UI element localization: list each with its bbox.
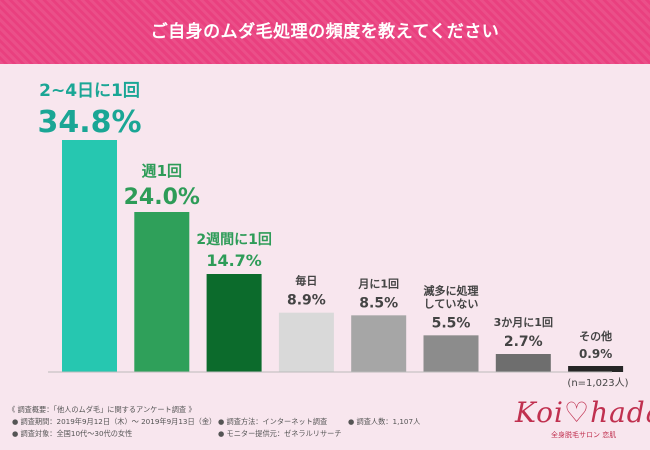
value-label-6: 2.7% — [504, 334, 543, 350]
value-label-4: 8.5% — [359, 295, 398, 311]
category-label-6: 3か月に1回 — [494, 315, 553, 329]
survey-period: ● 調査期間：2019年9月12日（木）～ 2019年9月13日（金） — [12, 417, 217, 426]
value-label-5: 5.5% — [432, 315, 471, 331]
bar-5 — [423, 335, 479, 372]
bar-chart: 34.8% 2~4日に1回 24.0% 週1回 14.7% 2週間に1回 8.9% 毎日 8.5… — [37, 81, 628, 389]
sample-size-note: (n=1,023人) — [567, 377, 628, 389]
value-label-3: 8.9% — [287, 293, 326, 309]
category-label-5: 滅多に処理していない — [424, 283, 479, 310]
category-label-2: 2週間に1回 — [196, 232, 271, 248]
survey-footer: 《 調査概要：「他人のムダ毛」に関するアンケート調査 》 ● 調査期間：2019… — [8, 404, 508, 440]
category-label-4: 月に1回 — [357, 276, 399, 290]
category-label-3: 毎日 — [295, 274, 317, 288]
title-banner — [0, 0, 650, 64]
category-label-0: 2~4日に1回 — [39, 81, 140, 101]
survey-overview: 《 調査概要：「他人のムダ毛」に関するアンケート調査 》 — [8, 405, 196, 414]
bar-3 — [278, 312, 334, 372]
logo-subtitle: 全身脱毛サロン 恋肌 — [551, 431, 617, 439]
bar-2 — [206, 274, 262, 372]
bar-1 — [134, 212, 190, 372]
survey-method: ● 調査方法：インターネット調査 — [218, 417, 328, 426]
survey-provider: ● モニター提供元：ゼネラルリサーチ — [218, 429, 342, 438]
category-label-1: 週1回 — [142, 162, 182, 180]
category-label-7: その他 — [579, 329, 612, 343]
value-label-1: 24.0% — [124, 185, 200, 210]
value-label-7: 0.9% — [579, 347, 612, 361]
survey-count: ● 調査人数：1,107人 — [348, 417, 421, 426]
survey-target: ● 調査対象：全国10代～30代の女性 — [12, 429, 133, 438]
chart-title: ご自身のムダ毛処理の頻度を教えてください — [150, 22, 500, 42]
value-label-0: 34.8% — [37, 105, 141, 140]
bar-4 — [351, 315, 407, 372]
value-label-2: 14.7% — [206, 251, 262, 270]
bar-0 — [62, 140, 117, 372]
logo-wordmark: Koi♡hada — [515, 396, 650, 429]
koihada-logo: Koi♡hada 全身脱毛サロン 恋肌 — [515, 396, 650, 444]
bar-6 — [495, 354, 551, 372]
bar-7 — [568, 366, 624, 372]
